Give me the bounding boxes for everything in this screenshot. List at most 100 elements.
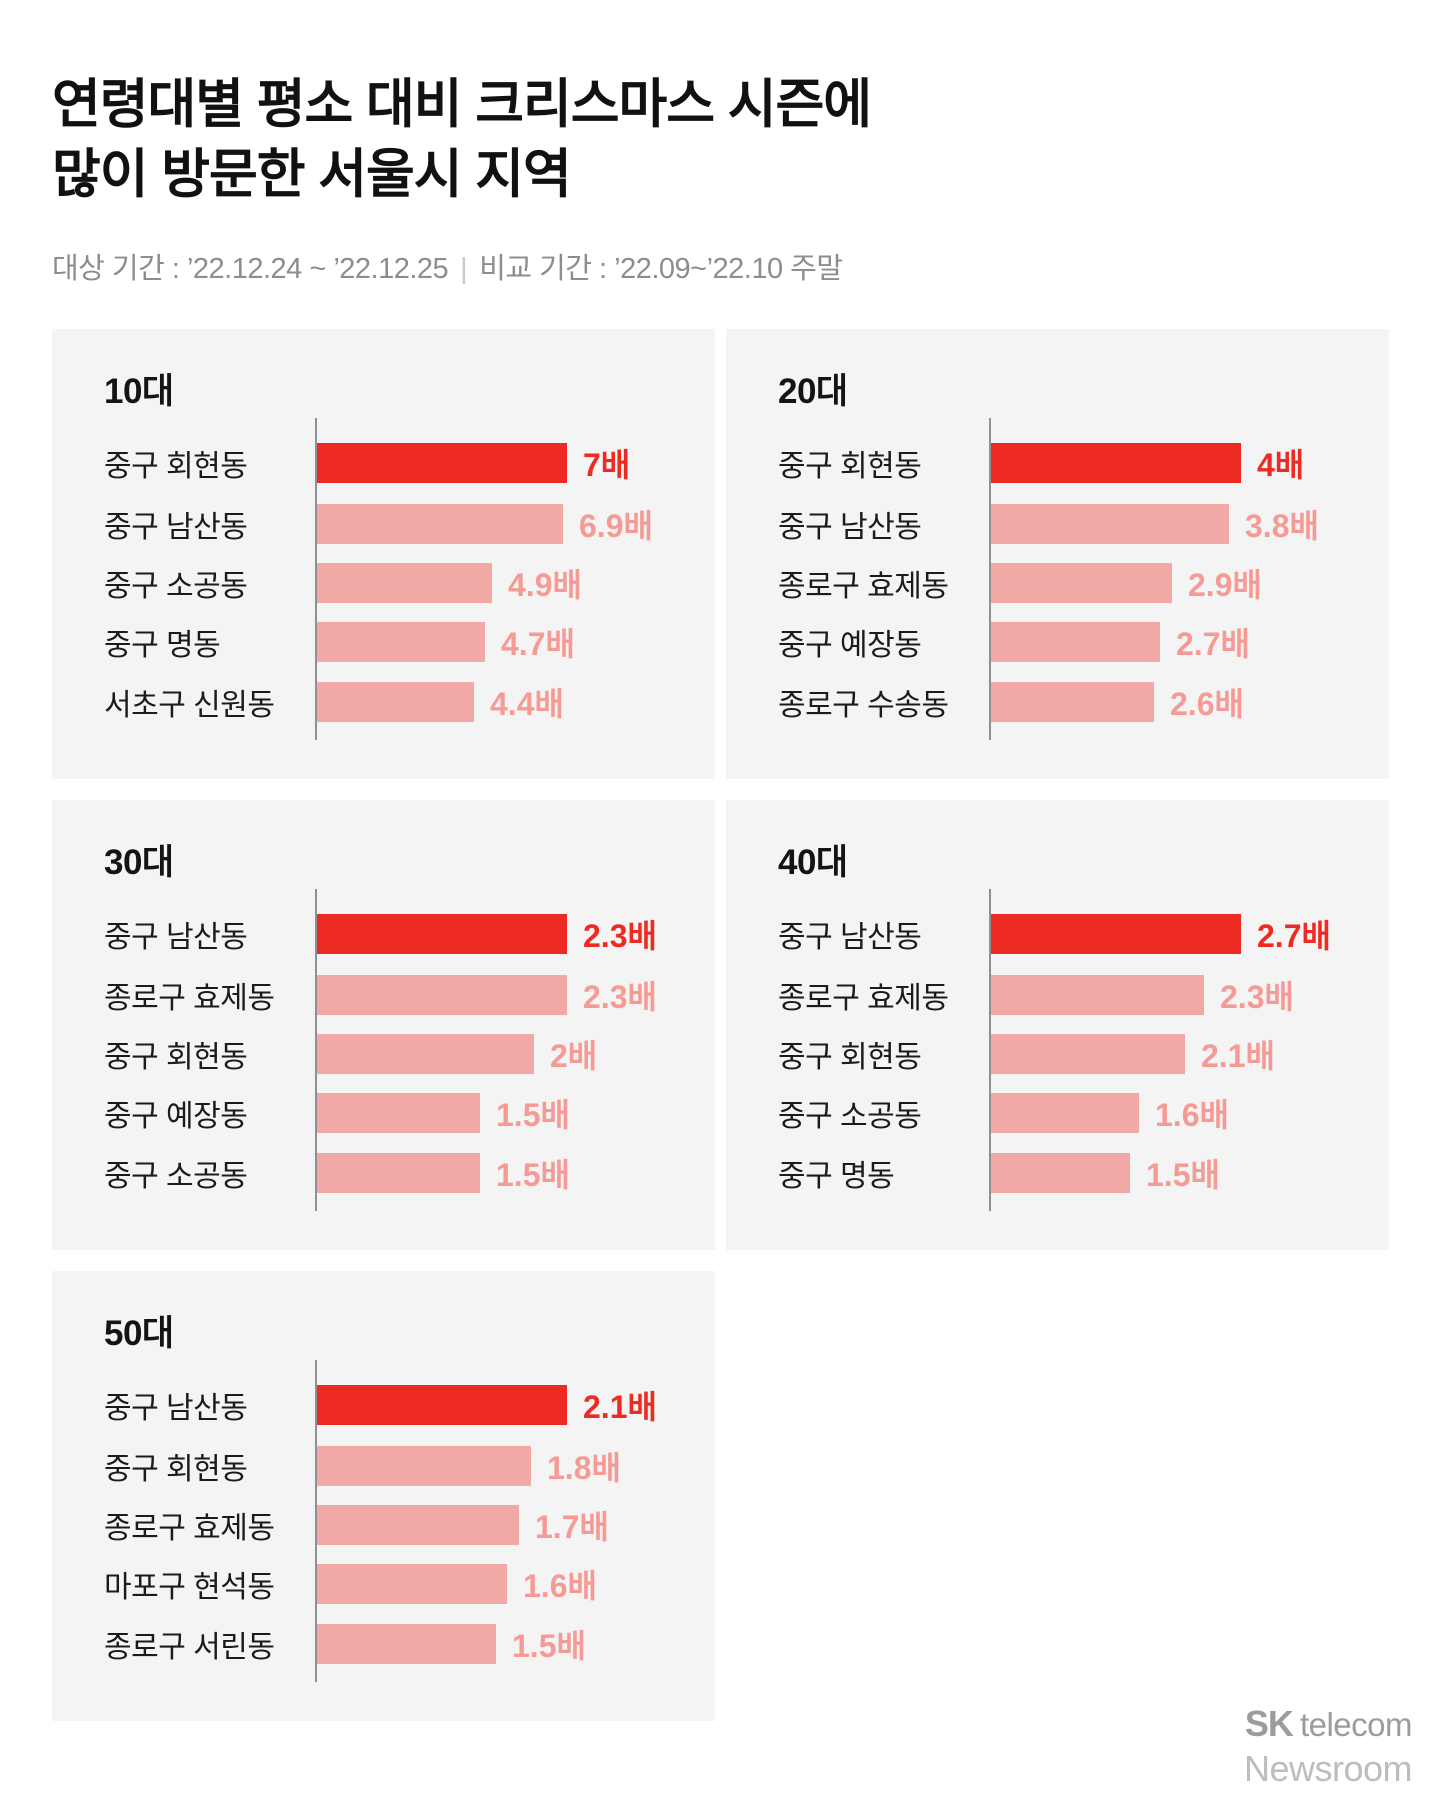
bar-value: 2.1배 — [1201, 1038, 1275, 1074]
bar — [991, 1153, 1130, 1193]
panel-title: 30대 — [104, 843, 174, 882]
bar-value: 2.7배 — [1257, 918, 1331, 954]
newsroom-logo-text: Newsroom — [1243, 1748, 1413, 1789]
panel-title: 50대 — [104, 1314, 174, 1353]
bar-value: 1.5배 — [496, 1157, 570, 1193]
bar — [317, 504, 563, 544]
age-panel-30s: 30대 중구 남산동 2.3배 종로구 효제동 2.3배 중구 회현동 2배 중… — [52, 800, 715, 1250]
axis-line — [989, 418, 991, 740]
bar-label: 종로구 효제동 — [778, 982, 949, 1015]
bar — [317, 1034, 534, 1074]
bar-row: 종로구 효제동 1.7배 — [52, 1505, 715, 1545]
bar — [317, 563, 492, 603]
bar-row: 중구 남산동 2.7배 — [726, 914, 1389, 954]
bar — [317, 1446, 531, 1486]
bar-row: 중구 회현동 2배 — [52, 1034, 715, 1074]
bar-row: 중구 명동 4.7배 — [52, 622, 715, 662]
age-panel-20s: 20대 중구 회현동 4배 중구 남산동 3.8배 종로구 효제동 2.9배 중… — [726, 329, 1389, 779]
bar — [991, 622, 1160, 662]
bar — [991, 975, 1204, 1015]
bar — [991, 504, 1229, 544]
bar-label: 중구 명동 — [104, 629, 221, 662]
bar-label: 중구 명동 — [778, 1160, 895, 1193]
bar-value: 2.3배 — [1220, 979, 1294, 1015]
bar-value: 1.5배 — [496, 1097, 570, 1133]
bar-label: 중구 소공동 — [104, 570, 248, 603]
bar-value: 4.4배 — [490, 686, 564, 722]
bar-row: 중구 남산동 2.1배 — [52, 1385, 715, 1425]
bar — [317, 1564, 507, 1604]
bar-label: 종로구 효제동 — [104, 982, 275, 1015]
page-title-line2: 많이 방문한 서울시 지역 — [52, 144, 572, 204]
bar-value: 2배 — [550, 1038, 598, 1074]
bar-label: 중구 회현동 — [104, 1041, 248, 1074]
axis-line — [315, 1360, 317, 1682]
bar-label: 중구 회현동 — [778, 1041, 922, 1074]
telecom-logo-text: telecom — [1299, 1706, 1413, 1743]
bar — [991, 1093, 1139, 1133]
bar-chart: 중구 남산동 2.1배 중구 회현동 1.8배 종로구 효제동 1.7배 마포구… — [52, 1271, 715, 1721]
bar-label: 중구 예장동 — [778, 629, 922, 662]
panel-title: 20대 — [778, 372, 848, 411]
bar-value: 4배 — [1257, 447, 1305, 483]
bar-label: 종로구 효제동 — [778, 570, 949, 603]
bar-row: 중구 소공동 1.6배 — [726, 1093, 1389, 1133]
bar-row: 서초구 신원동 4.4배 — [52, 682, 715, 722]
bar-value: 6.9배 — [579, 508, 653, 544]
bar-value: 1.6배 — [523, 1568, 597, 1604]
age-panel-50s: 50대 중구 남산동 2.1배 중구 회현동 1.8배 종로구 효제동 1.7배… — [52, 1271, 715, 1721]
footer: SK telecom Newsroom — [1243, 1706, 1413, 1789]
bar-label: 중구 예장동 — [104, 1100, 248, 1133]
bar-value: 2.9배 — [1188, 567, 1262, 603]
bar-value: 1.5배 — [1146, 1157, 1220, 1193]
bar-row: 중구 남산동 3.8배 — [726, 504, 1389, 544]
bar-value: 2.3배 — [583, 918, 657, 954]
bar-label: 중구 남산동 — [104, 1392, 248, 1425]
bar-row: 중구 소공동 4.9배 — [52, 563, 715, 603]
bar — [317, 443, 567, 483]
bar-row: 종로구 효제동 2.3배 — [726, 975, 1389, 1015]
bar-row: 중구 남산동 6.9배 — [52, 504, 715, 544]
header: 연령대별 평소 대비 크리스마스 시즌에 많이 방문한 서울시 지역 대상 기간… — [52, 34, 872, 287]
bar — [317, 1505, 519, 1545]
bar-row: 중구 회현동 2.1배 — [726, 1034, 1389, 1074]
page-title-line1: 연령대별 평소 대비 크리스마스 시즌에 — [52, 74, 872, 134]
bar-value: 1.8배 — [547, 1450, 621, 1486]
bar-value: 1.6배 — [1155, 1097, 1229, 1133]
bar — [317, 975, 567, 1015]
page-title: 연령대별 평소 대비 크리스마스 시즌에 많이 방문한 서울시 지역 — [52, 70, 872, 210]
bar-value: 1.5배 — [512, 1628, 586, 1664]
bar-value: 4.7배 — [501, 626, 575, 662]
bar-row: 중구 소공동 1.5배 — [52, 1153, 715, 1193]
bar-chart: 중구 남산동 2.7배 종로구 효제동 2.3배 중구 회현동 2.1배 중구 … — [726, 800, 1389, 1250]
bar-chart: 중구 회현동 4배 중구 남산동 3.8배 종로구 효제동 2.9배 중구 예장… — [726, 329, 1389, 779]
bar-row: 종로구 효제동 2.9배 — [726, 563, 1389, 603]
bar-row: 중구 남산동 2.3배 — [52, 914, 715, 954]
bar-row: 중구 회현동 7배 — [52, 443, 715, 483]
bar-label: 중구 소공동 — [104, 1160, 248, 1193]
bar-row: 마포구 현석동 1.6배 — [52, 1564, 715, 1604]
axis-line — [315, 889, 317, 1211]
bar — [317, 1624, 496, 1664]
bar — [317, 1093, 480, 1133]
bar-value: 7배 — [583, 447, 631, 483]
bar-label: 중구 회현동 — [778, 450, 922, 483]
age-panel-10s: 10대 중구 회현동 7배 중구 남산동 6.9배 중구 소공동 4.9배 중구… — [52, 329, 715, 779]
age-panel-40s: 40대 중구 남산동 2.7배 종로구 효제동 2.3배 중구 회현동 2.1배… — [726, 800, 1389, 1250]
bar-row: 종로구 서린동 1.5배 — [52, 1624, 715, 1664]
bar — [991, 914, 1241, 954]
bar-value: 2.3배 — [583, 979, 657, 1015]
bar-label: 중구 회현동 — [104, 450, 248, 483]
axis-line — [315, 418, 317, 740]
bar — [317, 682, 474, 722]
period-subtitle: 대상 기간 : ’22.12.24 ~ ’22.12.25 | 비교 기간 : ’2… — [52, 245, 871, 287]
bar-row: 중구 예장동 1.5배 — [52, 1093, 715, 1133]
target-period: 대상 기간 : ’22.12.24 ~ ’22.12.25 — [52, 253, 449, 285]
bar-row: 종로구 수송동 2.6배 — [726, 682, 1389, 722]
bar — [991, 563, 1172, 603]
bar-row: 종로구 효제동 2.3배 — [52, 975, 715, 1015]
bar-value: 2.6배 — [1170, 686, 1244, 722]
bar — [317, 622, 485, 662]
bar-row: 중구 회현동 1.8배 — [52, 1446, 715, 1486]
